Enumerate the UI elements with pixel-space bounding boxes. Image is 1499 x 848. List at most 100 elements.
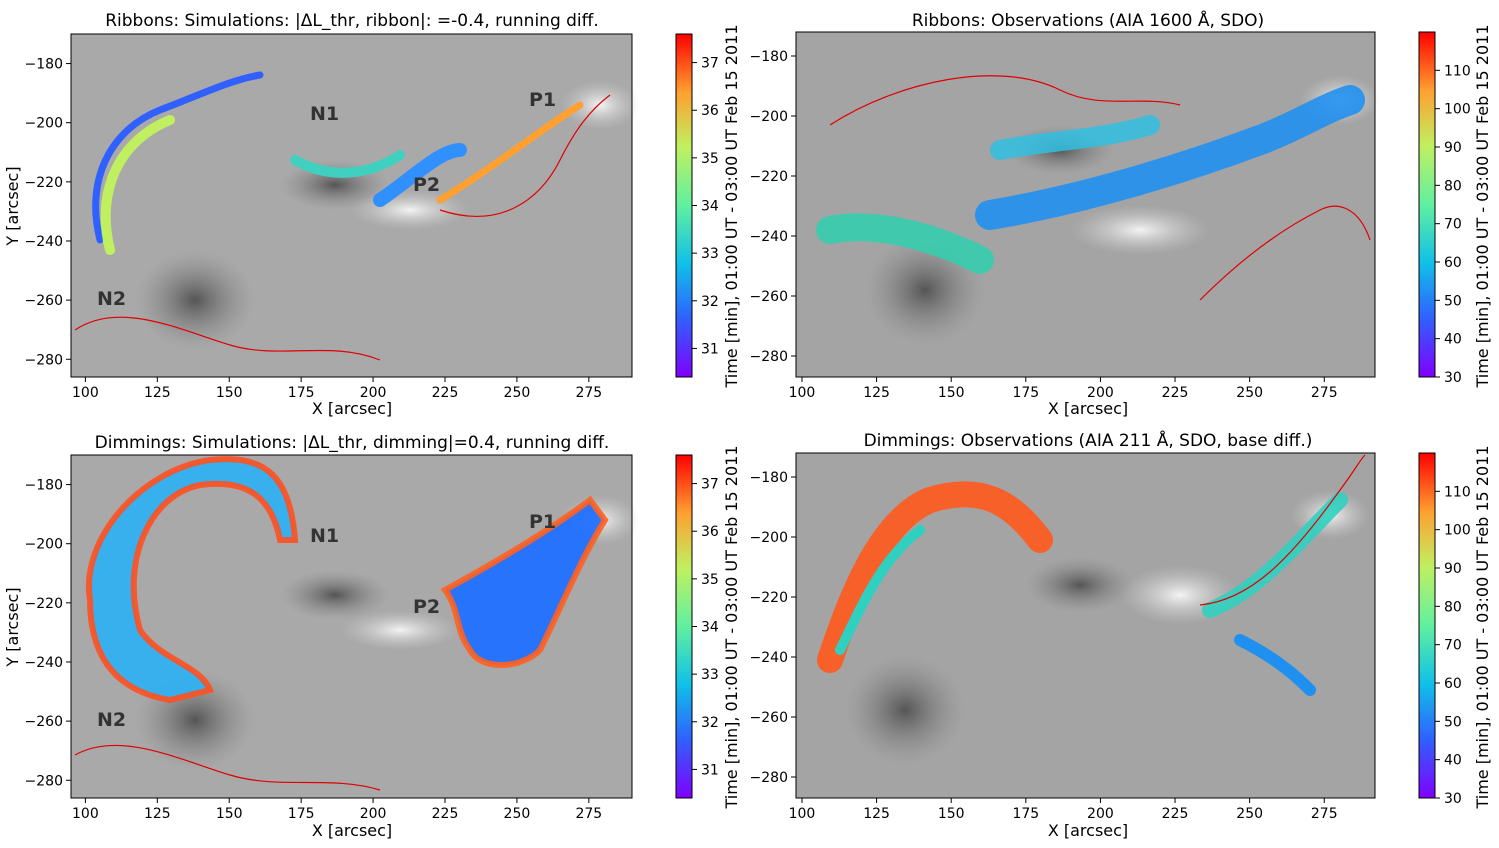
y-tick-label: −280	[25, 773, 63, 789]
ribbon-contour	[74, 316, 381, 361]
x-tick-label: 200	[360, 385, 387, 401]
y-tick-label: −240	[750, 650, 788, 666]
colorbar-tick-label: 34	[701, 199, 719, 215]
colorbar-tick-label: 40	[1444, 753, 1462, 769]
dimming-contour	[1199, 454, 1366, 606]
map-frame	[70, 33, 633, 378]
y-tick-label: −180	[25, 57, 63, 73]
y-tick-label: −280	[750, 770, 788, 786]
x-tick-label: 150	[938, 806, 965, 822]
y-axis-label: Y [arcsec]	[3, 587, 22, 667]
colorbar-tick-label: 70	[1444, 638, 1462, 654]
x-tick-label: 175	[1012, 806, 1039, 822]
x-tick-label: 100	[72, 385, 99, 401]
colorbar-tick-label: 60	[1444, 255, 1462, 271]
y-tick-label: −240	[750, 229, 788, 245]
y-tick-label: −200	[25, 537, 63, 553]
map-area	[70, 454, 640, 799]
positive-polarity-p2	[340, 610, 460, 650]
y-tick-label: −200	[750, 109, 788, 125]
ribbon-west-arc-outer	[100, 115, 175, 255]
dimming-contour	[74, 744, 381, 791]
contour-lines	[74, 744, 381, 791]
colorbar-tick-label: 37	[701, 56, 719, 72]
colorbar-tick-label: 110	[1444, 63, 1471, 79]
x-axis: 100 125 150 175 200 225 250 275	[789, 798, 1338, 822]
colorbar-label: Time [min], 01:00 UT - 03:00 UT Feb 15 2…	[1473, 24, 1492, 388]
colorbar-ticks: 31 32 33 34 35 36 37	[692, 56, 719, 357]
positive-polarity-p1	[560, 80, 640, 130]
panel-title: Ribbons: Observations (AIA 1600 Å, SDO)	[912, 9, 1264, 31]
y-tick-label: −260	[750, 289, 788, 305]
colorbar-tick-label: 80	[1444, 178, 1462, 194]
colorbar-ticks: 30 40 50 60 70 80 90 100 110	[1435, 484, 1471, 807]
y-tick-label: −240	[25, 234, 63, 250]
y-tick-label: −180	[750, 470, 788, 486]
y-tick-label: −180	[750, 49, 788, 65]
colorbar: 31 32 33 34 35 36 37 Time [min], 01:00 UT - 03…	[675, 24, 741, 389]
y-tick-label: −220	[750, 590, 788, 606]
x-tick-label: 250	[1236, 385, 1263, 401]
x-tick-label: 225	[432, 806, 459, 822]
label-p2: P2	[413, 174, 440, 196]
ribbon-contour	[1199, 205, 1371, 301]
ribbon-p1	[436, 101, 584, 204]
x-tick-label: 250	[504, 385, 531, 401]
colorbar-ticks: 31 32 33 34 35 36 37	[692, 477, 719, 778]
colorbar-tick-label: 90	[1444, 140, 1462, 156]
colorbar-tick-label: 30	[1444, 791, 1462, 807]
x-tick-label: 225	[1162, 385, 1189, 401]
y-axis: −180 −200 −220 −240 −260 −280	[750, 470, 796, 786]
x-axis-label: X [arcsec]	[1048, 821, 1128, 840]
positive-polarity-p2	[1120, 565, 1240, 625]
x-tick-label: 100	[789, 385, 816, 401]
y-tick-label: −200	[750, 530, 788, 546]
annotations: N1 P1 P2 N2	[97, 511, 556, 731]
x-axis-label: X [arcsec]	[312, 399, 392, 418]
colorbar: 31 32 33 34 35 36 37 Time [min], 01:00 UT - 03…	[675, 445, 741, 810]
x-tick-label: 200	[360, 806, 387, 822]
y-tick-label: −220	[750, 169, 788, 185]
x-tick-label: 175	[288, 806, 315, 822]
x-tick-label: 150	[216, 806, 243, 822]
x-axis: 100 125 150 175 200 225 250 275	[789, 377, 1338, 401]
map-frame	[70, 454, 633, 799]
dimming-west-region	[85, 456, 299, 704]
dimming-features	[85, 456, 609, 704]
panel-ribbons-simulations: Ribbons: Simulations: |ΔL_thr, ribbon|: …	[3, 11, 741, 418]
x-axis: 100 125 150 175 200 225 250 275	[72, 798, 602, 822]
label-p1: P1	[529, 89, 556, 111]
y-axis: −180 −200 −220 −240 −260 −280	[25, 478, 71, 789]
ribbon-west-arc	[92, 71, 264, 244]
colorbar: 30 40 50 60 70 80 90 100 110 Time [min], 01:00 U…	[1418, 445, 1492, 810]
x-tick-label: 225	[432, 385, 459, 401]
negative-polarity-n2	[845, 655, 965, 765]
x-tick-label: 125	[863, 385, 890, 401]
contour-lines	[74, 94, 611, 361]
y-axis: −180 −200 −220 −240 −260 −280	[25, 57, 71, 368]
y-tick-label: −260	[750, 710, 788, 726]
colorbar-tick-label: 50	[1444, 293, 1462, 309]
colorbar-tick-label: 100	[1444, 102, 1471, 118]
colorbar-tick-label: 33	[701, 667, 719, 683]
x-tick-label: 100	[72, 806, 99, 822]
panel-dimmings-observations: Dimmings: Observations (AIA 211 Å, SDO, …	[750, 429, 1492, 840]
y-tick-label: −260	[25, 293, 63, 309]
x-tick-label: 200	[1087, 806, 1114, 822]
x-tick-label: 175	[1012, 385, 1039, 401]
x-axis-label: X [arcsec]	[312, 821, 392, 840]
label-n2: N2	[97, 709, 126, 731]
map-area	[70, 33, 640, 378]
colorbar-tick-label: 40	[1444, 332, 1462, 348]
dimming-west-core	[835, 525, 925, 655]
x-tick-label: 175	[288, 385, 315, 401]
dimming-east-arm	[1202, 492, 1348, 618]
y-tick-label: −180	[25, 478, 63, 494]
x-tick-label: 125	[144, 385, 171, 401]
colorbar-label: Time [min], 01:00 UT - 03:00 UT Feb 15 2…	[722, 24, 741, 388]
colorbar-tick-label: 50	[1444, 714, 1462, 730]
ribbon-p2	[373, 143, 467, 207]
y-tick-label: −280	[25, 352, 63, 368]
y-tick-label: −240	[25, 655, 63, 671]
map-area	[795, 452, 1376, 799]
